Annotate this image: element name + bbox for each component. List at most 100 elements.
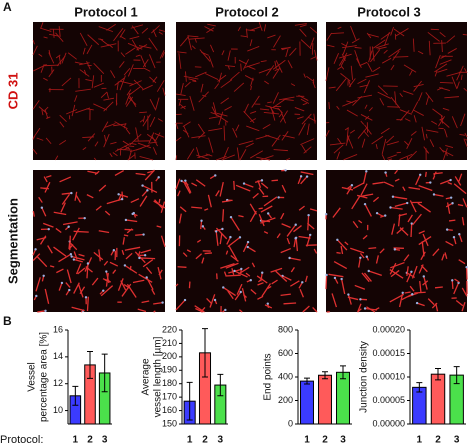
vessel — [55, 54, 61, 59]
node — [363, 307, 367, 310]
vessel — [235, 184, 251, 192]
vessel — [32, 45, 38, 56]
vessel — [332, 207, 341, 218]
vessel — [219, 233, 223, 245]
vessel — [122, 140, 130, 146]
x-tick-label: 3 — [218, 435, 224, 445]
vessel — [62, 221, 78, 226]
vessel — [413, 80, 422, 92]
vessel — [261, 283, 272, 297]
vessel — [220, 79, 233, 89]
vessel — [129, 36, 140, 40]
vessel — [117, 278, 124, 291]
vessel — [38, 53, 43, 57]
vessel — [396, 227, 404, 234]
vessel — [258, 68, 272, 74]
vessel — [196, 154, 210, 160]
vessel — [418, 230, 425, 235]
vessel — [451, 280, 454, 290]
vessel — [302, 305, 310, 313]
vessel — [366, 306, 376, 313]
y-tick-label: 800 — [278, 324, 293, 334]
node — [410, 270, 413, 273]
node — [60, 281, 64, 285]
vessel — [85, 79, 93, 82]
vessel — [309, 37, 315, 48]
vessel — [260, 205, 273, 213]
vessel — [301, 113, 312, 125]
vessel — [354, 284, 366, 290]
vessel — [161, 52, 165, 58]
vessel — [125, 47, 136, 55]
vessel — [61, 193, 71, 205]
vessel — [389, 269, 404, 279]
vessel — [159, 50, 165, 59]
vessel — [439, 147, 445, 153]
node — [201, 225, 205, 228]
vessel — [149, 141, 158, 144]
node — [68, 288, 71, 292]
micrograph — [33, 170, 165, 312]
vessel — [462, 33, 468, 36]
node — [324, 213, 328, 216]
vessel — [241, 288, 247, 302]
vessel — [328, 273, 344, 278]
vessel — [43, 36, 48, 39]
vessel — [464, 132, 468, 138]
vessel — [379, 248, 385, 254]
node — [309, 233, 312, 237]
node — [294, 237, 297, 240]
vessel — [225, 262, 239, 269]
vessel — [458, 259, 466, 265]
vessel — [272, 99, 285, 109]
vessel — [126, 228, 133, 234]
vessel — [103, 260, 109, 266]
vessel — [44, 106, 49, 112]
node — [422, 275, 425, 278]
vessel — [215, 231, 219, 246]
vessel — [114, 121, 128, 130]
vessel — [101, 121, 109, 132]
vessel — [149, 116, 156, 128]
vessel — [392, 50, 400, 61]
vessel — [383, 32, 390, 46]
y-tick-label: 600 — [278, 348, 293, 358]
x-tick-label: 2 — [202, 435, 208, 445]
vessel — [361, 138, 366, 148]
vessel — [123, 67, 131, 76]
vessel — [195, 253, 203, 260]
node — [432, 193, 436, 196]
vessel — [230, 254, 239, 262]
vessel — [263, 196, 278, 207]
x-tick-label: 2 — [435, 435, 441, 445]
node — [35, 294, 38, 298]
vessel — [205, 73, 219, 80]
vessel — [249, 210, 257, 223]
vessel — [221, 154, 235, 161]
vessel — [294, 107, 305, 112]
vessel — [175, 299, 186, 311]
vessel — [360, 114, 373, 121]
vessel — [158, 31, 163, 35]
vessel — [225, 65, 236, 68]
vessel — [243, 182, 254, 188]
vessel — [341, 53, 346, 61]
node — [449, 178, 452, 182]
vessel — [461, 287, 468, 297]
node — [183, 298, 187, 302]
vessel — [54, 155, 59, 161]
vessel — [119, 61, 125, 68]
vessel — [377, 85, 388, 96]
vessel — [73, 258, 83, 263]
vessel — [32, 135, 36, 140]
vessel — [425, 95, 430, 105]
micrograph — [326, 170, 467, 312]
vessel — [395, 28, 409, 37]
vessel — [438, 127, 444, 130]
vessel — [179, 36, 189, 47]
vessel — [41, 109, 44, 116]
vessel — [128, 145, 135, 148]
vessel — [215, 227, 228, 240]
vessel — [250, 289, 257, 295]
x-tick-label: 1 — [304, 435, 310, 445]
